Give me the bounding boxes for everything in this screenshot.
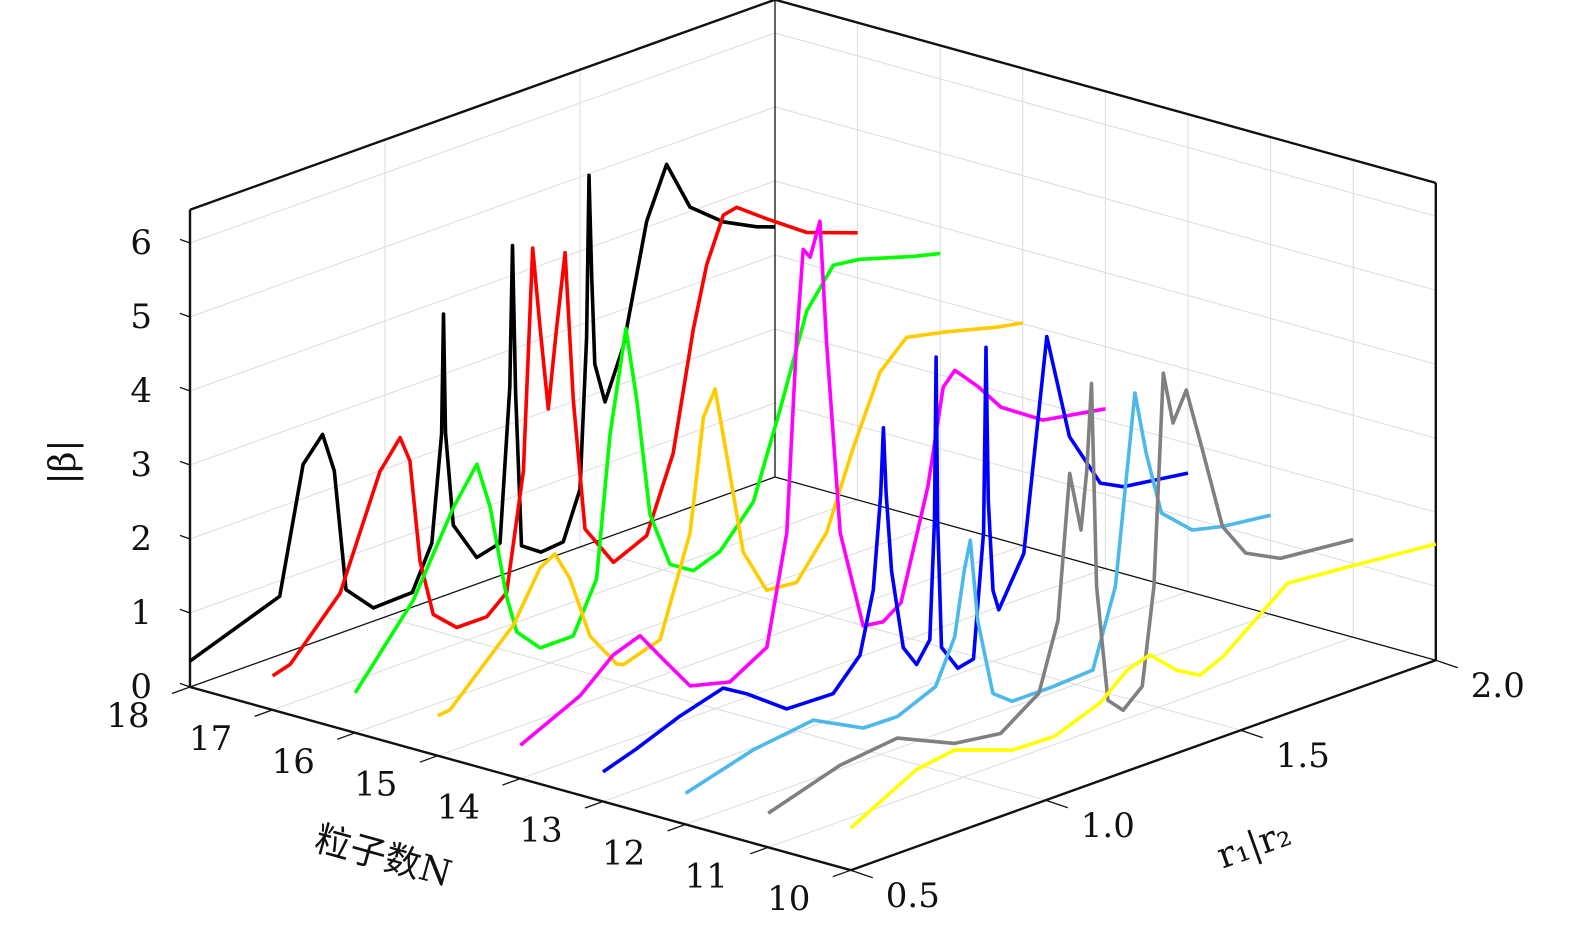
z-tick [179, 534, 191, 540]
n-tick-label: 16 [272, 742, 315, 782]
series-curve-N14 [519, 219, 1106, 747]
axis-ticks [171, 238, 1459, 879]
r-tick [1435, 659, 1459, 669]
series-curve-N10 [849, 542, 1437, 830]
r-tick-label: 1.0 [1081, 806, 1135, 846]
grid-line-left-wall [189, 402, 776, 614]
z-tick-label: 2 [130, 519, 152, 559]
grid-line-left-wall [189, 254, 776, 466]
n-tick-label: 15 [354, 765, 397, 805]
z-tick-label: 6 [130, 223, 152, 263]
series-curves [188, 162, 1437, 830]
grid-line-floor [768, 636, 1354, 848]
n-tick-label: 14 [437, 788, 480, 828]
series-curve-N17 [271, 205, 858, 678]
n-tick-label: 10 [767, 879, 810, 919]
series-curve-N15 [437, 321, 1024, 718]
z-tick [179, 312, 191, 318]
axis-box [188, 0, 1438, 872]
y-axis-title: r₁|r₂ [1212, 813, 1297, 877]
series-curve-N13 [601, 334, 1189, 774]
n-tick [667, 823, 686, 832]
z-tick [179, 608, 191, 614]
r-tick [1240, 729, 1264, 739]
z-tick-label: 0 [130, 667, 152, 707]
z-tick-label: 4 [130, 371, 152, 411]
r-tick-label: 2.0 [1471, 666, 1525, 706]
z-tick [179, 238, 191, 244]
grid-line-floor [602, 591, 1189, 802]
n-tick [254, 709, 273, 718]
x-axis-title: 粒子数N [310, 819, 455, 896]
r-tick-label: 0.5 [886, 876, 940, 916]
z-tick [179, 460, 191, 466]
n-tick-label: 12 [602, 833, 645, 873]
n-tick [336, 732, 356, 740]
grid-line-floor [272, 499, 858, 711]
grid-lines [189, 22, 1436, 848]
grid-line-floor [437, 545, 1023, 757]
z-tick [179, 386, 191, 392]
grid-line-floor [520, 568, 1106, 780]
r-tick-label: 1.5 [1276, 736, 1330, 776]
box-edge [774, 476, 1436, 661]
box-edge [774, 0, 1437, 185]
n-tick-label: 17 [189, 719, 232, 759]
n-tick-label: 13 [519, 811, 562, 851]
grid-line-floor [355, 522, 941, 734]
box-edge [189, 476, 776, 688]
z-tick-label: 1 [130, 593, 152, 633]
r-axis-line [850, 659, 1437, 872]
n-tick [832, 869, 852, 878]
r-tick [1045, 799, 1069, 809]
z-tick-label: 3 [130, 445, 152, 485]
z-axis-title: |β| [43, 439, 84, 484]
z-tick-label: 5 [130, 297, 152, 337]
grid-line-left-wall [189, 32, 776, 244]
n-tick [584, 800, 604, 809]
n-tick-label: 11 [685, 856, 728, 896]
n-tick [502, 777, 521, 786]
r-tick [850, 869, 874, 879]
series-curve-N18 [188, 162, 776, 663]
series-curve-N11 [767, 371, 1354, 815]
series-curve-N16 [353, 251, 941, 694]
n-tick [171, 686, 191, 695]
grid-line-left-wall [189, 328, 776, 540]
grid-line-floor [685, 613, 1271, 825]
z-tick [179, 682, 191, 688]
n-tick [749, 846, 769, 855]
box-edge [189, 0, 776, 211]
grid-line-left-wall [189, 106, 776, 318]
grid-line-left-wall [189, 180, 776, 392]
n-tick [419, 755, 439, 763]
n-tick-label: 18 [106, 696, 149, 736]
